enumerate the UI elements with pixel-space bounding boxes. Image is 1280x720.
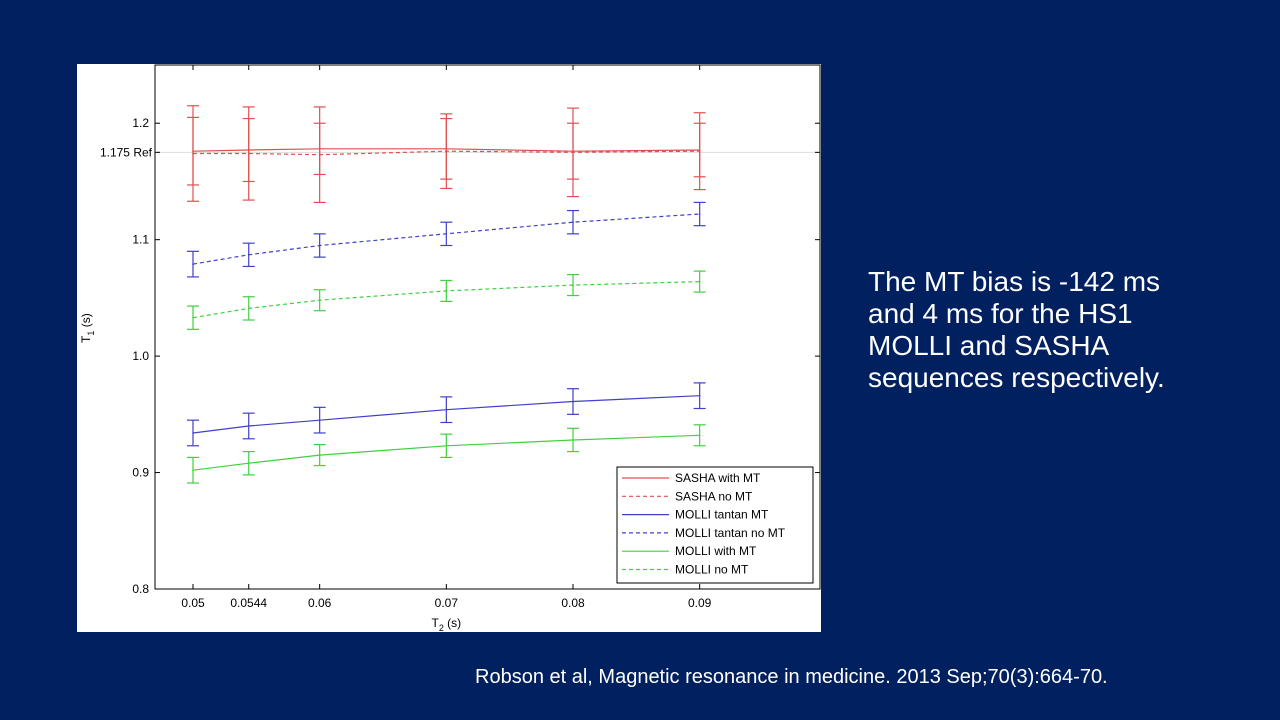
- data-point: [318, 244, 321, 247]
- data-point: [572, 284, 574, 286]
- legend-label: MOLLI with MT: [675, 544, 757, 558]
- series-molli-tantan-no-mt: [187, 201, 706, 278]
- data-point: [698, 150, 701, 152]
- data-point: [247, 462, 250, 465]
- legend-item: MOLLI tantan no MT: [622, 526, 786, 540]
- data-point: [445, 150, 448, 152]
- x-tick-label: 0.0544: [230, 596, 267, 610]
- y-axis: 0.8 0.9 1.0 1.1 1.2: [132, 116, 820, 596]
- chart-figure: 1.175 Ref 0.05 0.0544 0.06 0.07 0.08 0.09 0.8…: [77, 64, 821, 632]
- caption-line: and 4 ms for the HS1: [868, 298, 1133, 329]
- legend-label: MOLLI tantan MT: [675, 508, 769, 522]
- y-tick-label: 1.2: [132, 116, 149, 130]
- data-point: [192, 469, 194, 472]
- series-molli-tantan-mt: [187, 382, 706, 447]
- legend-box: [616, 466, 814, 584]
- data-point: [247, 307, 250, 310]
- legend-label: MOLLI tantan no MT: [675, 526, 786, 540]
- series-molli-with-mt: [187, 424, 706, 484]
- data-point: [572, 400, 574, 403]
- reference-layer: 1.175 Ref: [100, 145, 820, 159]
- data-point: [247, 425, 250, 427]
- legend-item: MOLLI with MT: [622, 544, 757, 558]
- y-axis-label: T1 (s): [79, 313, 96, 343]
- axis-titles: T2 (s) T1 (s): [79, 313, 461, 632]
- data-point: [192, 316, 194, 319]
- series-line: [192, 434, 700, 471]
- series-molli-no-mt: [187, 270, 706, 330]
- data-point: [445, 408, 448, 411]
- series-line: [192, 281, 700, 319]
- y-tick-label: 1.0: [132, 349, 149, 363]
- data-point: [318, 299, 321, 302]
- legend-label: SASHA with MT: [675, 471, 761, 485]
- t1-vs-t2-chart: 1.175 Ref 0.05 0.0544 0.06 0.07 0.08 0.09 0.8…: [79, 64, 821, 632]
- x-tick-label: 0.06: [308, 596, 332, 610]
- data-point: [445, 444, 448, 447]
- x-tick-label: 0.05: [181, 596, 205, 610]
- series-layer: [187, 105, 706, 484]
- citation: Robson et al, Magnetic resonance in medi…: [475, 666, 1108, 688]
- data-point: [192, 152, 194, 155]
- data-point: [445, 290, 448, 292]
- series-line: [193, 150, 700, 156]
- data-point: [572, 221, 574, 223]
- series-sasha-no-mt: [187, 105, 706, 204]
- caption-line: MOLLI and SASHA: [868, 330, 1110, 361]
- legend-label: MOLLI no MT: [675, 563, 749, 577]
- data-point: [318, 419, 321, 421]
- y-tick-label: 0.8: [132, 582, 149, 596]
- reference-label: 1.175 Ref: [100, 145, 153, 159]
- caption-line: The MT bias is -142 ms: [868, 266, 1161, 297]
- data-point: [247, 152, 250, 155]
- series-line: [192, 395, 700, 434]
- legend-label: SASHA no MT: [675, 489, 753, 503]
- series-line: [192, 213, 700, 265]
- caption: The MT bias is -142 ms and 4 ms for the …: [868, 266, 1248, 394]
- legend-item: MOLLI no MT: [622, 563, 749, 577]
- x-axis-label: T2 (s): [431, 616, 461, 632]
- y-tick-label: 0.9: [132, 466, 149, 480]
- data-point: [247, 254, 250, 256]
- data-point: [698, 434, 701, 437]
- data-point: [698, 280, 701, 283]
- legend-item: MOLLI tantan MT: [622, 508, 769, 522]
- data-point: [192, 263, 194, 265]
- data-point: [698, 394, 701, 397]
- caption-line: sequences respectively.: [868, 362, 1165, 393]
- series-line: [192, 148, 700, 152]
- data-point: [192, 432, 194, 434]
- legend-item: SASHA with MT: [622, 471, 761, 485]
- data-point: [445, 233, 448, 235]
- x-axis: 0.05 0.0544 0.06 0.07 0.08 0.09: [181, 65, 712, 610]
- y-tick-label: 1.1: [132, 233, 149, 247]
- data-point: [572, 151, 574, 154]
- data-point: [318, 454, 321, 456]
- data-point: [698, 213, 701, 215]
- legend: SASHA with MT SASHA no MT MOLLI tantan MT M…: [616, 466, 814, 584]
- x-tick-label: 0.09: [688, 596, 712, 610]
- legend-item: SASHA no MT: [622, 489, 753, 503]
- data-point: [318, 153, 321, 156]
- x-tick-label: 0.08: [561, 596, 585, 610]
- x-tick-label: 0.07: [435, 596, 459, 610]
- data-point: [572, 439, 574, 441]
